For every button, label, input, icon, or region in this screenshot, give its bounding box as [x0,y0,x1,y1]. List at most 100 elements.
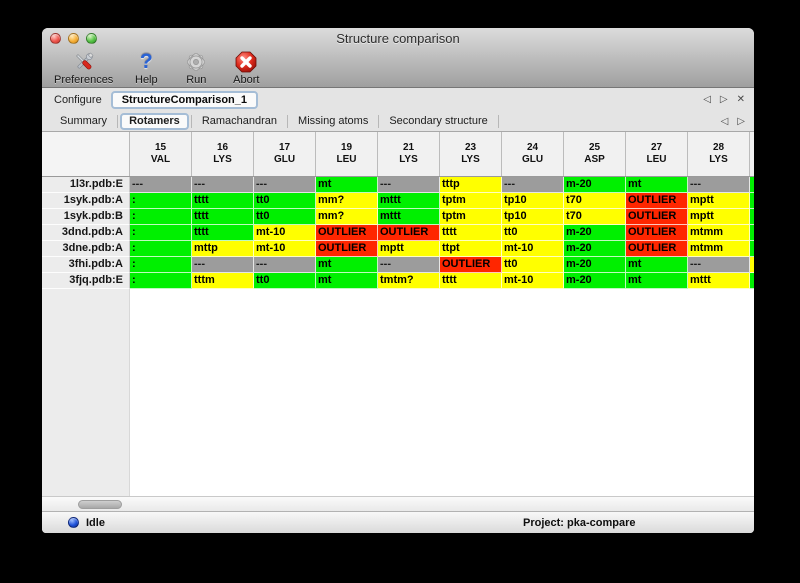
rotamer-cell[interactable]: ttpt [440,241,502,257]
rotamer-cell[interactable]: mm? [316,193,378,209]
rotamer-cell[interactable]: --- [378,257,440,273]
rotamer-cell[interactable]: : [130,225,192,241]
rotamer-cell[interactable]: mm? [316,209,378,225]
rotamer-cell[interactable]: t70 [564,193,626,209]
tab-ramachandran[interactable]: Ramachandran [201,115,278,127]
rotamer-cell[interactable]: mt [626,273,688,289]
rotamer-cell[interactable]: mttt [688,273,750,289]
rotamer-cell[interactable]: --- [502,177,564,193]
rotamer-cell[interactable]: --- [378,177,440,193]
rotamer-cell[interactable]: OUTLIER [440,257,502,273]
rotamer-cell[interactable]: m-20 [564,225,626,241]
title-bar[interactable]: Structure comparison [42,28,754,49]
zoom-window-button[interactable] [86,33,97,44]
config-forward-icon[interactable]: ▷ [719,94,728,105]
rotamer-cell[interactable]: OUTLIER [626,241,688,257]
close-window-button[interactable] [50,33,61,44]
table-row: 3fhi.pdb:A: --- --- mt --- OUTLIER tt0 m-20 mt --… [42,257,754,273]
rotamer-cell[interactable]: --- [688,257,750,273]
rotamer-cell[interactable]: m-20 [564,257,626,273]
rotamer-cell[interactable]: mt [626,257,688,273]
rotamer-cell[interactable]: tttt [440,225,502,241]
row-label: 3fjq.pdb:E [42,273,130,289]
rotamer-cell[interactable]: tt0 [502,225,564,241]
rotamer-cell[interactable]: tttt [192,193,254,209]
rotamer-cell[interactable]: m-20 [564,273,626,289]
rotamer-cell[interactable]: mt-10 [254,225,316,241]
table-row: 1syk.pdb:B: tttt tt0 mm? mttt tptm tp10 t70 OUTL… [42,209,754,225]
rotamer-cell[interactable]: : [130,241,192,257]
rotamer-cell[interactable]: mt-10 [254,241,316,257]
tab-summary[interactable]: Summary [60,115,108,127]
rotamer-cell[interactable]: OUTLIER [378,225,440,241]
tab-secondary-structure[interactable]: Secondary structure [389,115,488,127]
rotamer-cell[interactable]: mptt [378,241,440,257]
rotamer-cell[interactable]: tp10 [502,209,564,225]
configure-field[interactable]: StructureComparison_1 [110,90,259,109]
rotamer-cell[interactable]: --- [254,257,316,273]
rotamer-cell[interactable]: : [130,193,192,209]
rotamer-cell[interactable]: --- [192,257,254,273]
rotamer-cell[interactable]: mttt [378,193,440,209]
scrollbar-thumb[interactable] [78,500,122,509]
rotamer-cell[interactable]: tt0 [254,273,316,289]
table-rows: 1l3r.pdb:E --- --- --- mt --- tttp --- m-20 mt ---… [42,177,754,289]
table-row: 1l3r.pdb:E --- --- --- mt --- tttp --- m-20 mt --- [42,177,754,193]
rotamer-cell[interactable]: tttt [440,273,502,289]
run-button[interactable]: Run [179,50,213,86]
rotamer-cell[interactable]: OUTLIER [316,241,378,257]
rotamer-cell[interactable]: --- [254,177,316,193]
help-button[interactable]: ? Help [129,50,163,86]
rotamer-cell[interactable]: --- [688,177,750,193]
rotamer-cell[interactable]: tttt [192,209,254,225]
rotamer-cell[interactable]: OUTLIER [626,225,688,241]
column-header: 21 LYS [378,132,440,176]
minimize-window-button[interactable] [68,33,79,44]
rotamer-cell[interactable]: OUTLIER [316,225,378,241]
rotamer-cell[interactable]: mttt [378,209,440,225]
rotamer-cell[interactable]: tptm [440,209,502,225]
config-close-icon[interactable]: ✕ [736,94,745,105]
rotamer-cell[interactable]: mt [316,177,378,193]
rotamer-cell[interactable]: --- [192,177,254,193]
rotamer-cell[interactable]: mttp [192,241,254,257]
tabs-forward-icon[interactable]: ▷ [737,115,745,127]
rotamer-cell[interactable]: tp10 [502,193,564,209]
rotamer-cell[interactable]: tptm [440,193,502,209]
rotamer-cell[interactable]: : [130,273,192,289]
preferences-button[interactable]: Preferences [54,50,113,86]
rotamer-cell[interactable]: mtmm [688,225,750,241]
rotamer-cell[interactable]: mt [626,177,688,193]
rotamer-cell[interactable]: : [130,209,192,225]
tab-missing-atoms[interactable]: Missing atoms [298,115,369,127]
rotamer-cell[interactable]: --- [130,177,192,193]
rotamer-cell[interactable]: m-20 [564,177,626,193]
tabs-back-icon[interactable]: ◁ [720,115,729,127]
rotamer-cell[interactable]: OUTLIER [626,209,688,225]
rotamer-cell[interactable]: t70 [564,209,626,225]
rotamer-cell[interactable]: mtmm [688,241,750,257]
rotamer-cell[interactable]: mt [316,273,378,289]
config-back-icon[interactable]: ◁ [703,94,711,105]
rotamer-cell[interactable]: tt0 [254,193,316,209]
rotamer-cell[interactable]: OUTLIER [626,193,688,209]
rotamer-cell[interactable]: mt [316,257,378,273]
rotamer-cell[interactable]: mt-10 [502,273,564,289]
column-header: 16 LYS [192,132,254,176]
rotamer-cell[interactable]: : [130,257,192,273]
rotamer-cell[interactable]: mt-10 [502,241,564,257]
rotamer-cell[interactable]: mptt [688,209,750,225]
tab-rotamers[interactable]: Rotamers [120,112,189,130]
row-label: 3dnd.pdb:A [42,225,130,241]
rotamer-cell[interactable]: m-20 [564,241,626,257]
rotamer-cell[interactable]: tmtm? [378,273,440,289]
horizontal-scrollbar[interactable] [42,496,754,511]
rotamer-cell[interactable]: mptt [688,193,750,209]
abort-button[interactable]: Abort [229,50,263,86]
rotamer-cell[interactable]: tttm [192,273,254,289]
rotamer-cell[interactable]: tt0 [502,257,564,273]
rotamer-cell[interactable]: tt0 [254,209,316,225]
rotamer-cell[interactable]: tttt [192,225,254,241]
rotamer-cell[interactable]: tttp [440,177,502,193]
project-label: Project: pka-compare [523,516,636,529]
